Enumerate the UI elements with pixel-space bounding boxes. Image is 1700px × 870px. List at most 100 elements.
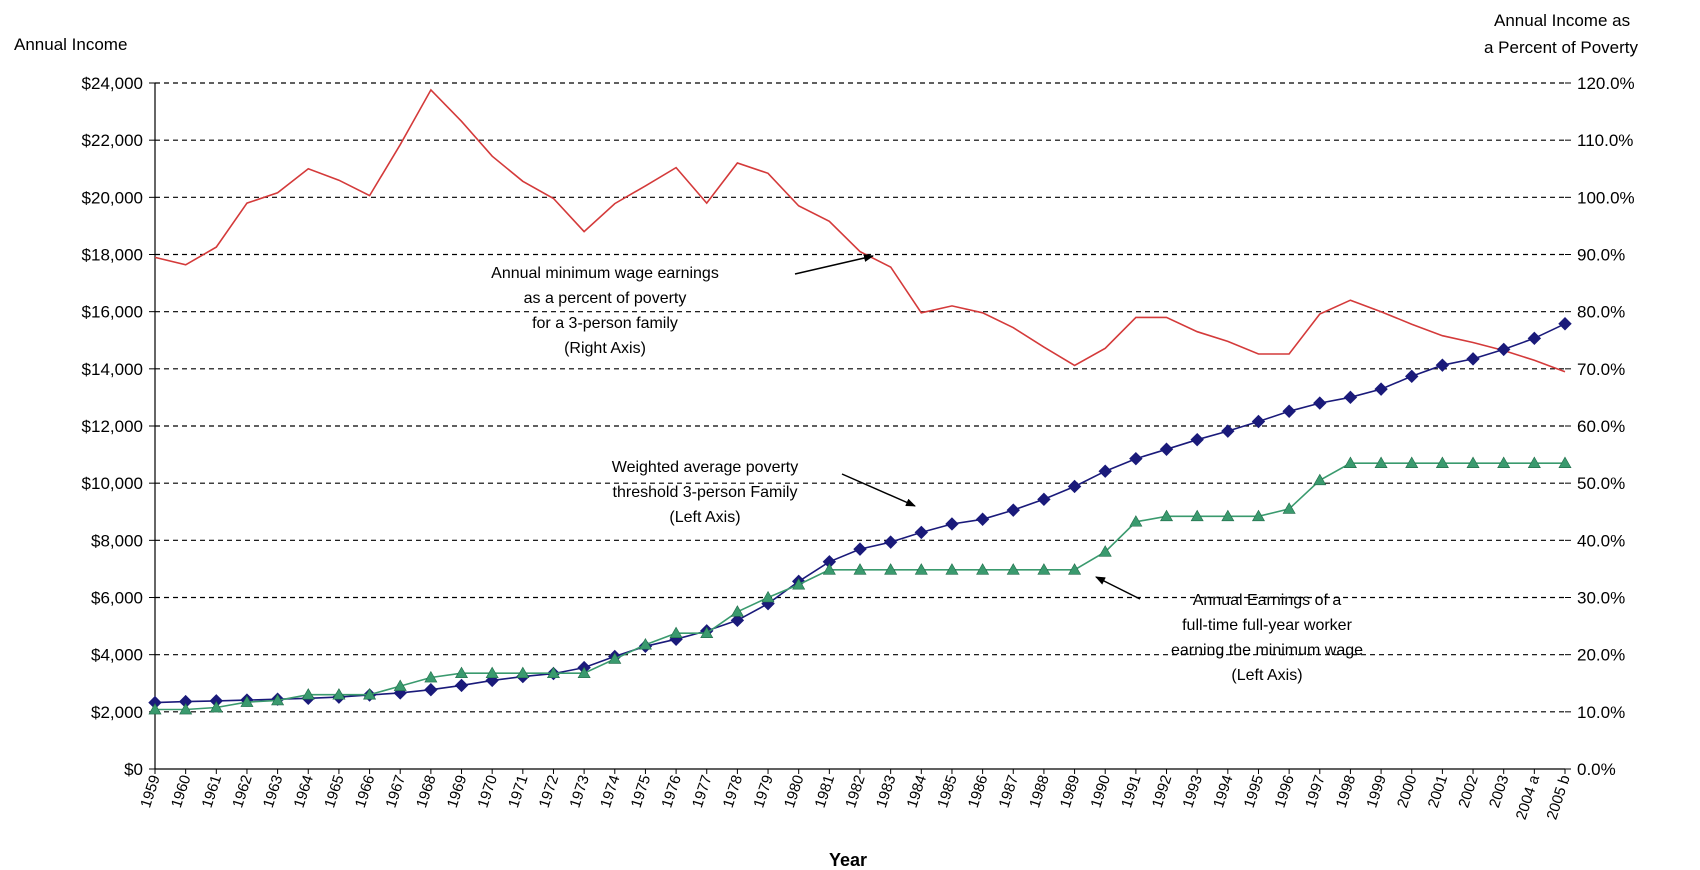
- poverty-threshold-point: [914, 525, 929, 540]
- x-tick-label: 1963: [260, 773, 286, 810]
- poverty-threshold-point: [1343, 390, 1358, 405]
- right-tick-label: 100.0%: [1577, 188, 1635, 207]
- x-axis-label: Year: [829, 850, 868, 870]
- left-tick-label: $14,000: [82, 360, 143, 379]
- min-wage-earnings-point: [1558, 456, 1572, 468]
- min-wage-earnings-point: [669, 626, 683, 639]
- min-wage-earnings-point: [1282, 502, 1296, 514]
- poverty-threshold-point: [1313, 396, 1327, 410]
- x-tick-label: 1961: [199, 773, 225, 810]
- min-wage-earnings-point: [1527, 456, 1541, 468]
- left-tick-label: $24,000: [82, 74, 143, 93]
- min-wage-earnings-point: [1068, 563, 1082, 575]
- min-wage-earnings-point: [393, 679, 407, 691]
- x-tick-label: 1992: [1149, 773, 1175, 810]
- left-tick-label: $6,000: [91, 589, 143, 608]
- x-tick-label: 2000: [1394, 773, 1420, 810]
- x-tick-label: 2004 a: [1513, 772, 1544, 822]
- poverty-threshold-point: [1251, 414, 1266, 429]
- x-tick-label: 2003: [1486, 773, 1512, 810]
- right-tick-label: 10.0%: [1577, 703, 1625, 722]
- min-wage-earnings-point: [179, 702, 193, 715]
- left-tick-label: $0: [124, 760, 143, 779]
- x-tick-label: 1987: [996, 773, 1022, 810]
- poverty-threshold-point: [1129, 451, 1143, 466]
- min-wage-earnings-point: [332, 688, 346, 700]
- min-wage-earnings-point: [976, 563, 990, 575]
- min-wage-earnings-point: [1466, 456, 1480, 468]
- min-wage-earnings-point: [1435, 456, 1449, 468]
- right-tick-label: 30.0%: [1577, 589, 1625, 608]
- poverty-threshold-point: [1496, 342, 1511, 357]
- x-tick-label: 1999: [1363, 773, 1389, 810]
- min-wage-earnings-point: [1129, 515, 1143, 527]
- x-tick-label: 1991: [1118, 773, 1144, 810]
- min-wage-earnings-point: [209, 700, 223, 713]
- left-tick-label: $18,000: [82, 246, 143, 265]
- min-wage-earnings-point: [455, 666, 469, 679]
- min-wage-earnings-point: [700, 626, 714, 639]
- min-wage-earnings-point: [792, 578, 806, 590]
- x-tick-label: 1971: [505, 773, 531, 810]
- min-wage-earnings-point: [853, 563, 867, 575]
- right-tick-label: 0.0%: [1577, 760, 1616, 779]
- min-wage-earnings-point: [884, 563, 898, 575]
- min-wage-earnings-point: [485, 666, 499, 679]
- x-tick-label: 1973: [566, 773, 592, 810]
- x-tick-label: 1966: [352, 773, 378, 810]
- x-tick-label: 1998: [1333, 773, 1359, 810]
- poverty-threshold-point: [1006, 503, 1020, 517]
- x-tick-label: 1996: [1271, 773, 1297, 810]
- poverty-threshold-point: [1067, 479, 1082, 494]
- min-wage-earnings-point: [1251, 509, 1265, 522]
- min-wage-earnings-point: [516, 666, 530, 679]
- min-wage-earnings-point: [761, 590, 775, 603]
- min-wage-earnings-point: [822, 563, 836, 575]
- min-wage-earnings-point: [608, 652, 622, 664]
- x-tick-label: 1976: [658, 773, 684, 810]
- x-tick-label: 2002: [1455, 773, 1481, 810]
- x-tick-label: 1967: [383, 773, 409, 810]
- x-tick-label: 1990: [1088, 773, 1114, 810]
- min-wage-earnings-point: [271, 693, 285, 706]
- x-tick-label: 1977: [689, 773, 715, 810]
- poverty-threshold-point: [1466, 352, 1480, 366]
- min-wage-earnings-point: [148, 702, 162, 715]
- min-wage-earnings-point: [240, 695, 254, 707]
- x-tick-label: 1969: [444, 773, 470, 810]
- right-axis-label-line2: a Percent of Poverty: [1484, 38, 1639, 57]
- poverty-threshold-point: [1159, 442, 1174, 456]
- grid-lines: [155, 82, 1565, 713]
- arrow-min-wage-earnings: [1095, 576, 1141, 600]
- left-tick-label: $12,000: [82, 417, 143, 436]
- poverty-threshold-point: [454, 678, 469, 693]
- left-tick-label: $8,000: [91, 531, 143, 550]
- min-wage-earnings-point: [1405, 456, 1419, 468]
- x-tick-label: 1997: [1302, 773, 1328, 810]
- min-wage-earnings-point: [1190, 509, 1204, 522]
- x-tick-label: 1982: [842, 773, 868, 810]
- x-tick-label: 1962: [229, 773, 255, 810]
- min-wage-earnings-point: [363, 688, 377, 700]
- x-tick-label: 1993: [1179, 773, 1205, 810]
- annotation-min-wage-earnings: Annual Earnings of a full-time full-year…: [1170, 592, 1364, 684]
- left-tick-label: $10,000: [82, 474, 143, 493]
- left-tick-label: $20,000: [82, 188, 143, 207]
- min-wage-earnings-point: [638, 638, 652, 650]
- left-tick-label: $4,000: [91, 646, 143, 665]
- poverty-threshold-point: [730, 613, 745, 628]
- poverty-threshold-point: [945, 517, 959, 531]
- x-tick-label: 1980: [781, 773, 807, 810]
- x-tick-label: 1986: [965, 773, 991, 810]
- right-axis-ticks: 0.0% 10.0% 20.0% 30.0% 40.0% 50.0% 60.0% 70.0% 8…: [1577, 74, 1635, 779]
- min-wage-earnings-point: [1160, 509, 1174, 522]
- min-wage-earnings-point: [1497, 456, 1511, 468]
- x-tick-label: 1988: [1026, 773, 1052, 810]
- right-tick-label: 110.0%: [1577, 131, 1633, 150]
- x-tick-label: 1989: [1057, 773, 1083, 810]
- left-tick-label: $16,000: [82, 303, 143, 322]
- min-wage-earnings-point: [424, 670, 438, 683]
- poverty-threshold-point: [1405, 369, 1419, 384]
- x-axis-ticks: 1959 1960 1961 1962 1963 1964 1965 1966 1967 1968…: [137, 772, 1573, 822]
- x-tick-label: 1995: [1241, 773, 1267, 810]
